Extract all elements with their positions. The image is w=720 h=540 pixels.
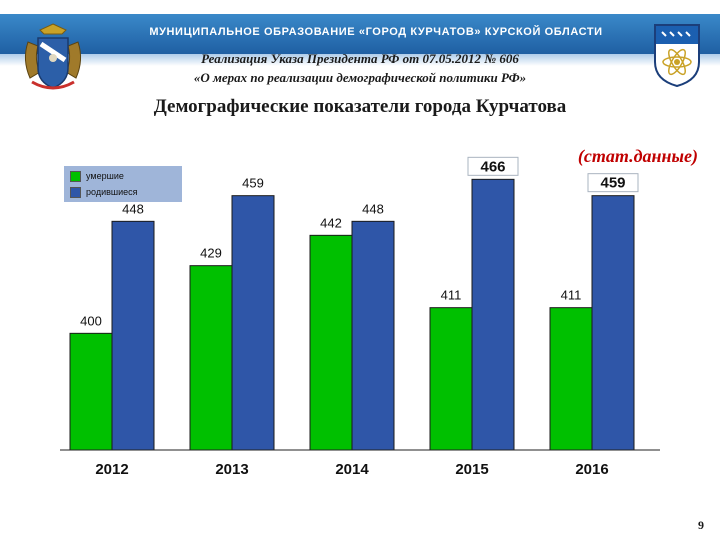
kursk-oblast-coat-of-arms-icon xyxy=(24,23,82,90)
x-tick-label-2012: 2012 xyxy=(95,461,128,478)
data-label-births-2012: 448 xyxy=(122,201,144,216)
bar-deaths-2016 xyxy=(549,307,593,451)
data-label-box-2016 xyxy=(587,173,639,193)
bar-births-2015 xyxy=(471,178,515,451)
page-number: 9 xyxy=(698,518,704,532)
bar-deaths-2013 xyxy=(189,265,233,451)
legend-label-deaths: умершие xyxy=(86,171,124,181)
data-label-births-2014: 448 xyxy=(362,201,384,216)
bar-births-2014 xyxy=(351,220,395,451)
bar-deaths-2015 xyxy=(429,307,473,451)
legend-entry-births: родившиеся xyxy=(70,186,138,198)
legend-swatch-births xyxy=(70,186,81,198)
data-label-deaths-2012: 400 xyxy=(80,313,102,328)
bar-births-2013 xyxy=(231,195,275,451)
legend-entry-deaths: умершие xyxy=(70,170,124,182)
bar-births-2012 xyxy=(111,220,155,451)
bar-deaths-2014 xyxy=(309,234,353,451)
header-band xyxy=(0,14,720,54)
decree-subtitle-line2: «О мерах по реализации демографической п… xyxy=(193,70,527,85)
org-name: МУНИЦИПАЛЬНОЕ ОБРАЗОВАНИЕ «ГОРОД КУРЧАТО… xyxy=(149,26,603,38)
x-tick-label-2014: 2014 xyxy=(335,461,369,478)
stat-note: (стат.данные) xyxy=(577,146,698,166)
page-title: Демографические показатели города Курчат… xyxy=(153,96,567,117)
x-tick-label-2016: 2016 xyxy=(575,461,608,478)
x-tick-label-2015: 2015 xyxy=(455,461,488,478)
data-label-births-2015: 466 xyxy=(480,158,505,175)
data-label-deaths-2015: 411 xyxy=(441,288,462,303)
data-label-births-2013: 459 xyxy=(242,176,264,191)
data-label-births-2016: 459 xyxy=(600,175,625,192)
x-tick-label-2013: 2013 xyxy=(215,461,248,478)
data-label-box-2015 xyxy=(467,156,519,176)
data-label-deaths-2016: 411 xyxy=(561,288,582,303)
decree-subtitle-line1: Реализация Указа Президента РФ от 07.05.… xyxy=(201,51,519,66)
bar-deaths-2012 xyxy=(69,332,113,451)
kurchatov-coat-of-arms-icon xyxy=(654,24,700,88)
data-label-deaths-2014: 442 xyxy=(320,215,342,230)
legend-label-births: родившиеся xyxy=(86,187,138,197)
data-label-deaths-2013: 429 xyxy=(200,246,222,261)
bar-births-2016 xyxy=(591,195,635,451)
chart-legend: умершие родившиеся xyxy=(64,166,182,202)
header-band-fade xyxy=(0,54,720,66)
legend-swatch-deaths xyxy=(70,170,81,182)
